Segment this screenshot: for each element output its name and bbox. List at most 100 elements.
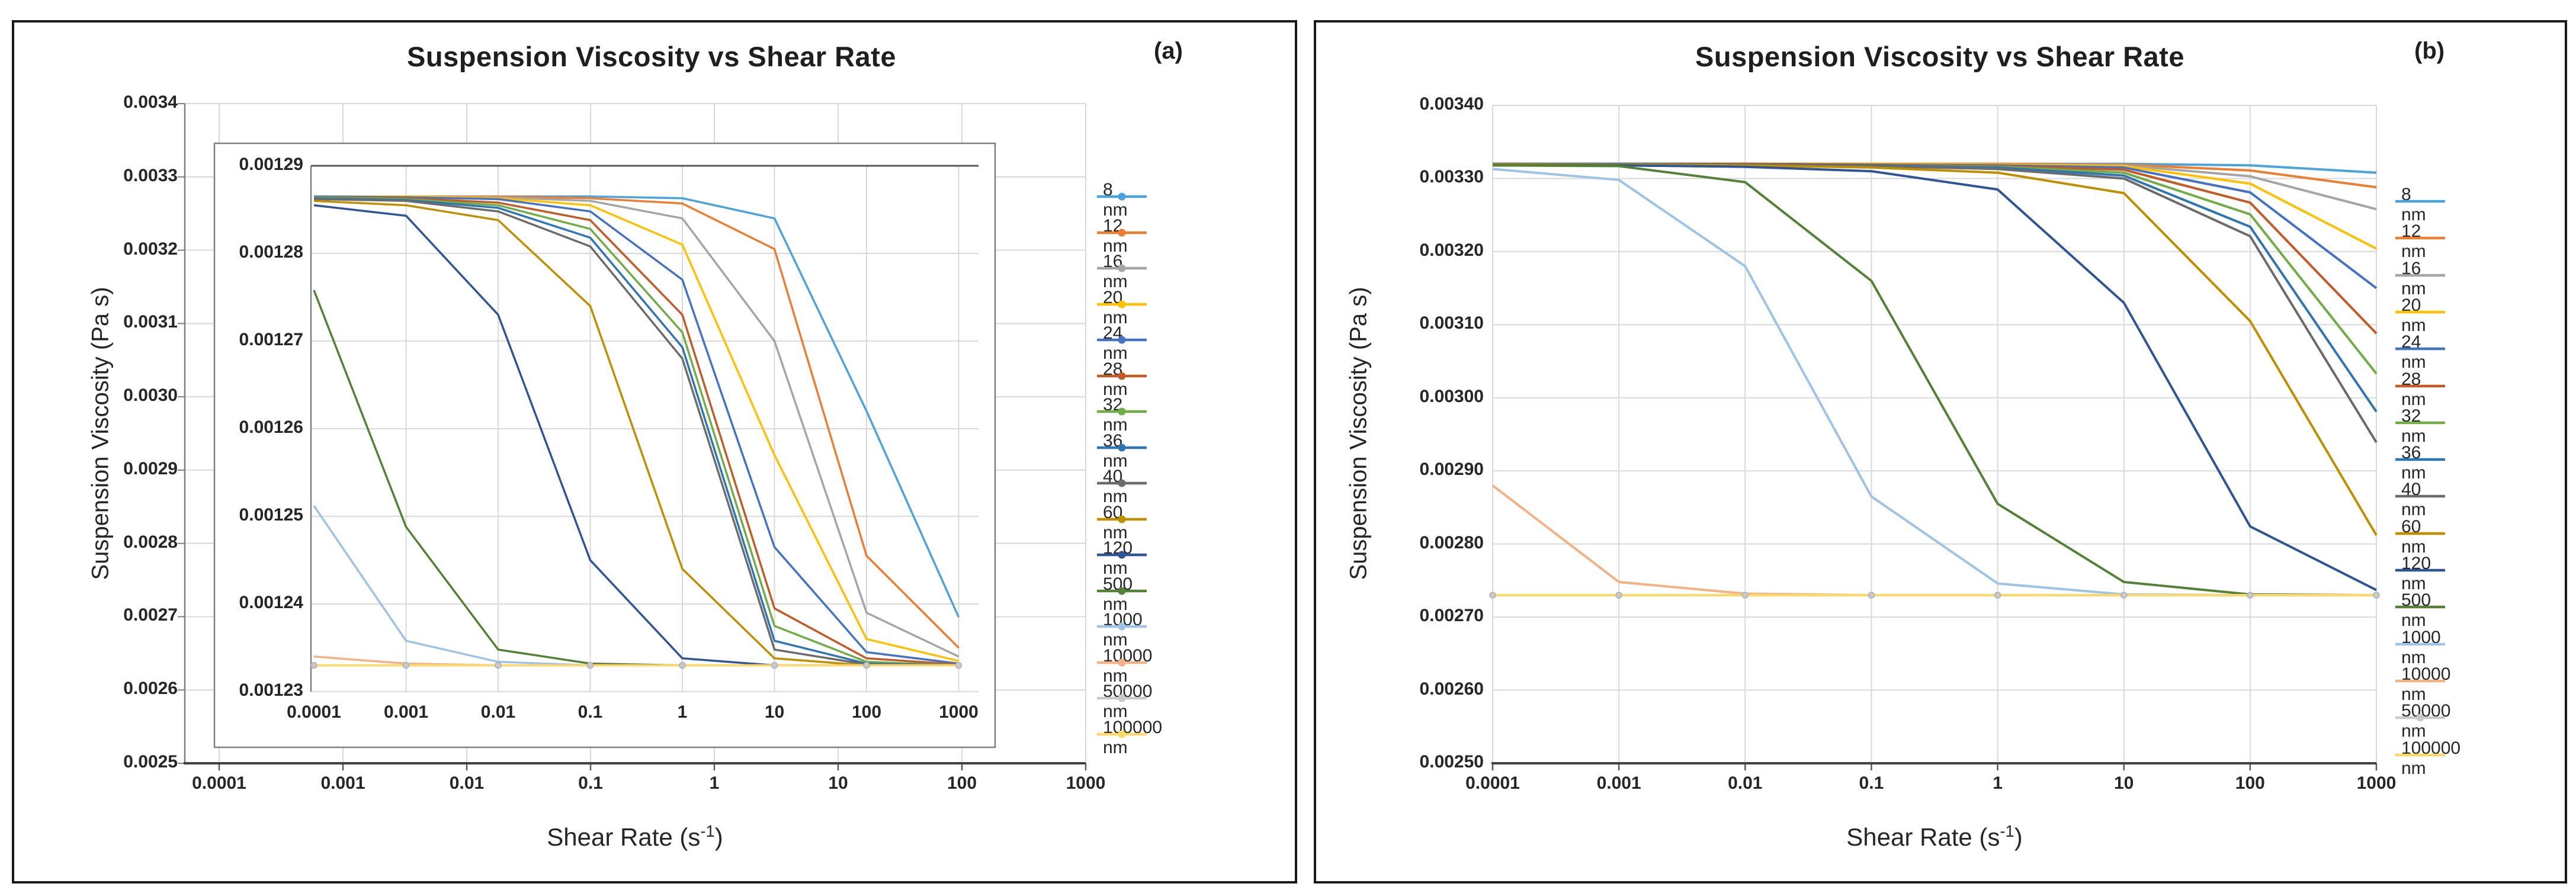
panel-b-legend-item-100000-nm: 100000 nm — [2395, 738, 2460, 778]
panel-b-legend-item-36-nm: 36 nm — [2395, 443, 2445, 483]
legend-dot-icon — [1118, 730, 1126, 738]
legend-line-marker-icon — [2395, 237, 2445, 240]
panel-a-inset-x-tick-label: 100 — [851, 702, 882, 722]
legend-dot-icon — [1118, 479, 1126, 487]
legend-line-marker-icon — [2395, 532, 2445, 535]
panel-a-inset-x-tick-label: 1000 — [939, 702, 979, 722]
legend-line-marker-icon — [2395, 753, 2445, 756]
panel-a-inset-y-tick-label: 0.00124 — [239, 593, 303, 612]
panel-b-x-tick-label: 0.1 — [1859, 773, 1884, 793]
panel-a-inset-y-tick-label: 0.00123 — [239, 680, 303, 700]
series-line-inset-40-nm — [313, 198, 959, 667]
panel-a-chart-title: Suspension Viscosity vs Shear Rate — [407, 41, 896, 72]
legend-line-marker-icon — [2395, 495, 2445, 498]
legend-dot-icon — [1118, 515, 1126, 523]
panel-b-legend-item-8-nm: 8 nm — [2395, 185, 2445, 224]
legend-line-marker-icon — [1097, 192, 1147, 201]
panel-a-legend-item-16-nm: 16 nm — [1097, 252, 1147, 291]
panel-b-y-tick-label: 0.00250 — [1419, 752, 1484, 772]
legend-line-marker-icon — [2395, 642, 2445, 645]
panel-b-legend-item-24-nm: 24 nm — [2395, 332, 2445, 372]
panel-a-legend-item-24-nm: 24 nm — [1097, 323, 1147, 363]
legend-line-marker-icon — [2395, 347, 2445, 351]
panel-b-chart-title: Suspension Viscosity vs Shear Rate — [1695, 41, 2184, 72]
panel-a-legend-item-8-nm: 8 nm — [1097, 180, 1147, 220]
legend-dot-icon — [1118, 444, 1126, 451]
panel-a-x-axis-title-sup: -1 — [700, 822, 715, 840]
panel-a-x-tick-label: 1000 — [1066, 773, 1106, 793]
series-line-40-nm — [1492, 162, 2378, 444]
series-marker-inset-50000-nm — [495, 661, 502, 669]
panel-a-legend-item-120-nm: 120 nm — [1097, 538, 1147, 578]
series-marker-50000-nm — [2120, 592, 2128, 599]
series-marker-50000-nm — [1994, 592, 2001, 599]
series-marker-inset-50000-nm — [771, 661, 778, 669]
panel-b-x-axis-title: Shear Rate (s-1) — [1846, 822, 2022, 852]
panel-a-inset-y-tick-label: 0.00125 — [239, 505, 303, 525]
panel-a-legend-item-28-nm: 28 nm — [1097, 359, 1147, 399]
panel-b-x-tick-label: 10 — [2114, 773, 2134, 793]
series-line-inset-32-nm — [313, 196, 959, 667]
panel-b-legend-item-10000-nm: 10000 nm — [2395, 664, 2450, 704]
series-line-60-nm — [1493, 163, 2378, 536]
panel-b-legend-item-50000-nm: 50000 nm — [2395, 701, 2450, 741]
series-line-500-nm — [1492, 164, 2376, 597]
panel-a-inset-x-tick-label: 10 — [764, 702, 785, 722]
panel-a-legend-item-32-nm: 32 nm — [1097, 395, 1147, 435]
legend-line-marker-icon — [1097, 229, 1147, 236]
panel-a-inset-x-tick-label: 0.01 — [480, 702, 516, 722]
series-marker-inset-50000-nm — [402, 661, 410, 669]
panel-a-y-tick-label: 0.0031 — [123, 312, 178, 332]
legend-line-marker-icon — [2395, 568, 2445, 572]
panel-a-legend-item-500-nm: 500 nm — [1097, 574, 1147, 614]
panel-b-border — [1314, 20, 2567, 883]
legend-line-marker-icon — [2395, 679, 2445, 683]
panel-a-x-tick-label: 0.1 — [578, 773, 603, 793]
panel-a-y-tick-label: 0.0028 — [123, 532, 178, 552]
series-marker-inset-50000-nm — [955, 661, 963, 669]
series-marker-inset-50000-nm — [586, 661, 594, 669]
panel-b-y-tick-label: 0.00270 — [1419, 606, 1484, 626]
legend-line-marker-icon — [2395, 200, 2445, 203]
legend-dot-icon — [1118, 372, 1126, 380]
legend-line-marker-icon — [1097, 407, 1147, 416]
panel-a-legend-item-100000-nm: 100000 nm — [1097, 718, 1162, 757]
panel-b-y-tick-label: 0.00280 — [1419, 532, 1484, 552]
legend-line-marker-icon — [1097, 622, 1147, 631]
legend-line-marker-icon — [1097, 479, 1147, 487]
series-marker-50000-nm — [2373, 592, 2380, 599]
panel-b-x-tick-label: 0.01 — [1728, 773, 1763, 793]
panel-a-y-tick-label: 0.0030 — [123, 385, 178, 406]
panel-a-border — [12, 20, 1297, 883]
series-line-inset-36-nm — [313, 197, 959, 667]
panel-a-y-tick-label: 0.0025 — [123, 752, 178, 772]
panel-a-x-tick-label: 0.001 — [320, 773, 365, 793]
panel-b-legend-item-120-nm: 120 nm — [2395, 554, 2445, 593]
panel-b-y-tick-label: 0.00310 — [1419, 313, 1484, 333]
series-marker-inset-50000-nm — [310, 661, 317, 669]
panel-a-inset-y-tick-label: 0.00126 — [239, 417, 303, 437]
panel-b-legend-item-40-nm: 40 nm — [2395, 480, 2445, 519]
legend-line-marker-icon — [1097, 515, 1147, 523]
legend-dot-icon — [1118, 264, 1126, 272]
legend-line-marker-icon — [1097, 372, 1147, 380]
series-marker-inset-50000-nm — [863, 661, 870, 669]
legend-dot-icon — [1118, 229, 1126, 236]
panel-a-y-tick-label: 0.0032 — [123, 239, 178, 259]
series-marker-50000-nm — [1741, 592, 1749, 599]
panel-b-y-axis-title: Suspension Viscosity (Pa s) — [1345, 287, 1372, 580]
panel-b-legend-item-32-nm: 32 nm — [2395, 406, 2445, 446]
legend-line-marker-icon — [1097, 694, 1147, 702]
panel-a-y-tick-label: 0.0033 — [123, 165, 178, 185]
panel-a-legend-item-1000-nm: 1000 nm — [1097, 610, 1147, 650]
panel-a-inset-x-tick-label: 0.001 — [383, 702, 429, 722]
legend-line-marker-icon — [2395, 310, 2445, 314]
panel-b-y-tick-label: 0.00300 — [1419, 386, 1484, 406]
panel-b-legend-item-20-nm: 20 nm — [2395, 295, 2445, 335]
series-line-28-nm — [1493, 162, 2378, 335]
panel-a-x-axis-title-end: ) — [714, 823, 723, 851]
panel-a-legend-item-40-nm: 40 nm — [1097, 467, 1147, 506]
panel-a-corner-label: (a) — [1154, 38, 1183, 64]
panel-a-legend-item-50000-nm: 50000 nm — [1097, 682, 1152, 721]
series-line-inset-28-nm — [313, 196, 959, 666]
